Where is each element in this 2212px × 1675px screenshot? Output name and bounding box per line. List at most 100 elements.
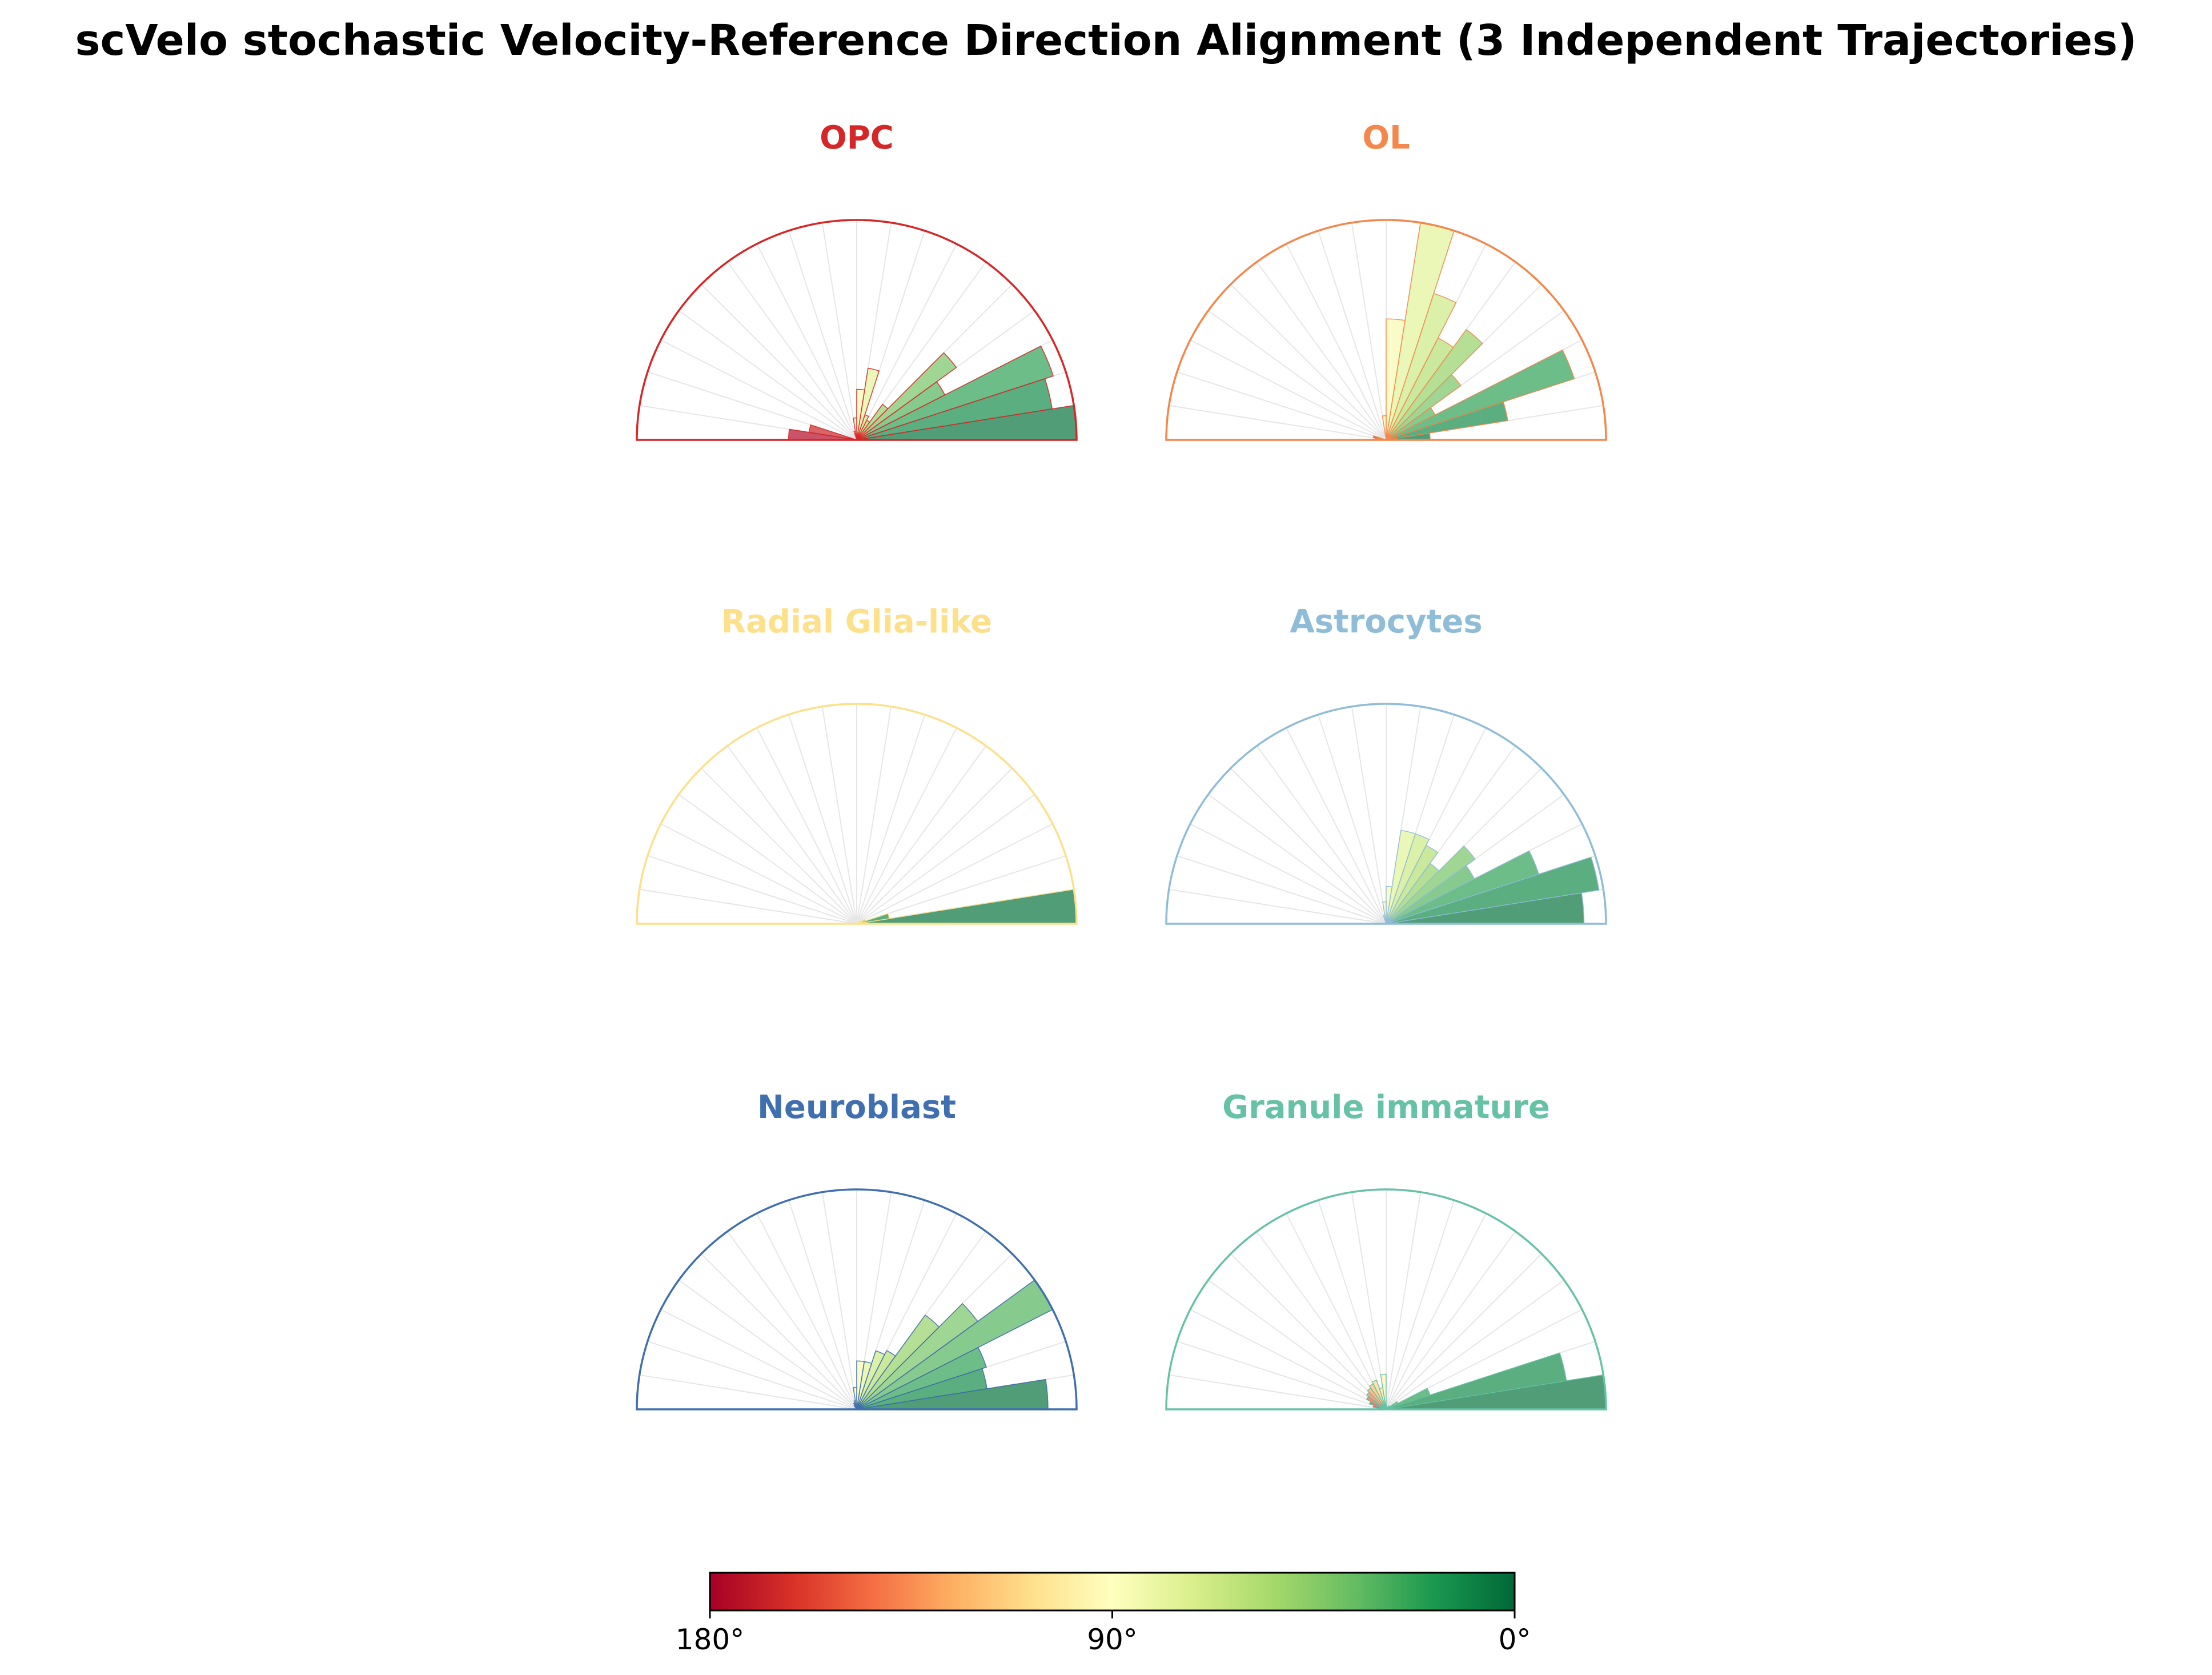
bar xyxy=(1386,856,1600,924)
bar xyxy=(1386,1352,1567,1410)
grid-line xyxy=(639,888,857,924)
bar xyxy=(1386,830,1416,924)
grid-line xyxy=(856,727,957,924)
grid-line xyxy=(1318,714,1387,924)
polar-frame xyxy=(636,703,1078,925)
colorbar-tick-label: 0° xyxy=(1499,1623,1531,1656)
bar xyxy=(856,388,865,440)
grid-line xyxy=(1169,1374,1387,1410)
grid-line xyxy=(726,261,857,440)
bar xyxy=(856,345,1054,440)
grid-line xyxy=(1386,1279,1565,1410)
grid-line xyxy=(821,1192,857,1410)
colorbar-tick-label: 180° xyxy=(676,1623,744,1656)
grid-line xyxy=(678,310,857,440)
grid-line xyxy=(1177,1341,1387,1410)
panel-opc: OPC xyxy=(636,119,1078,441)
grid-line xyxy=(726,745,857,924)
bar xyxy=(1382,415,1387,440)
grid-line xyxy=(1169,888,1387,924)
grid-line xyxy=(1207,794,1387,924)
bar xyxy=(1386,328,1483,440)
bar xyxy=(1372,1404,1387,1410)
bar xyxy=(1368,1401,1387,1410)
bar xyxy=(856,403,889,440)
grid-line xyxy=(1177,855,1387,924)
figure-title: scVelo stochastic Velocity-Reference Dir… xyxy=(75,16,2137,65)
bar xyxy=(1386,850,1540,924)
grid-line xyxy=(756,243,857,440)
polar-frame xyxy=(1165,703,1607,925)
grid-line xyxy=(1256,1231,1387,1410)
grid-line xyxy=(1318,1200,1387,1410)
grid-line xyxy=(856,745,987,924)
grid-line xyxy=(1351,706,1387,924)
grid-line xyxy=(756,727,857,924)
grid-line xyxy=(701,284,857,440)
panel-radial-glia-like: Radial Glia-like xyxy=(636,603,1078,925)
grid-line xyxy=(660,823,857,924)
grid-line xyxy=(856,768,1013,924)
bar xyxy=(1366,1396,1387,1410)
grid-line xyxy=(1386,1192,1422,1410)
panel-title: OPC xyxy=(820,119,894,157)
grid-line xyxy=(856,855,1066,924)
polar-frame xyxy=(1165,1188,1607,1410)
grid-line xyxy=(788,230,857,440)
grid-line xyxy=(856,714,925,924)
bar xyxy=(1367,1387,1387,1410)
grid-line xyxy=(856,794,1035,924)
grid-line xyxy=(1286,1213,1387,1410)
panel-neuroblast: Neuroblast xyxy=(636,1089,1078,1410)
bar xyxy=(1386,318,1406,440)
grid-line xyxy=(1177,371,1387,440)
polar-frame xyxy=(1165,219,1607,441)
grid-line xyxy=(678,794,857,924)
grid-line xyxy=(1286,727,1387,924)
bar xyxy=(1366,1391,1387,1410)
bar xyxy=(856,352,957,440)
grid-line xyxy=(1207,310,1387,440)
grid-line xyxy=(1386,1200,1455,1410)
grid-line xyxy=(1256,745,1387,924)
bar xyxy=(856,1350,885,1410)
grid-line xyxy=(1230,768,1387,924)
grid-line xyxy=(639,1374,857,1410)
grid-line xyxy=(856,823,1053,924)
colorbar-gradient xyxy=(709,1572,1516,1612)
grid-line xyxy=(1386,1213,1487,1410)
polar-frame xyxy=(636,219,1078,441)
grid-line xyxy=(821,706,857,924)
grid-line xyxy=(821,222,857,440)
grid-line xyxy=(660,1309,857,1410)
grid-line xyxy=(856,706,892,924)
grid-line xyxy=(756,1213,857,1410)
panel-title: Granule immature xyxy=(1222,1089,1550,1126)
panel-title: OL xyxy=(1362,119,1410,157)
polar-frame xyxy=(636,1188,1078,1410)
grid-line xyxy=(1190,823,1387,924)
bar xyxy=(856,1360,865,1410)
colorbar-tick-label: 90° xyxy=(1087,1623,1138,1656)
bar xyxy=(1372,435,1387,440)
grid-line xyxy=(856,243,957,440)
grid-line xyxy=(1256,261,1387,440)
grid-line xyxy=(788,714,857,924)
panel-title: Neuroblast xyxy=(757,1089,956,1126)
grid-line xyxy=(1230,284,1387,440)
bar xyxy=(856,1350,896,1410)
panel-astrocytes: Astrocytes xyxy=(1165,603,1607,925)
grid-line xyxy=(1230,1253,1387,1410)
grid-line xyxy=(726,1231,857,1410)
panel-title: Radial Glia-like xyxy=(721,603,992,640)
grid-line xyxy=(647,855,857,924)
grid-line xyxy=(1286,243,1387,440)
panel-title: Astrocytes xyxy=(1290,603,1482,640)
grid-line xyxy=(701,768,857,924)
bar xyxy=(1386,885,1393,924)
grid-line xyxy=(1190,339,1387,440)
grid-line xyxy=(647,1341,857,1410)
bar xyxy=(856,1314,940,1410)
panel-ol: OL xyxy=(1165,119,1607,441)
